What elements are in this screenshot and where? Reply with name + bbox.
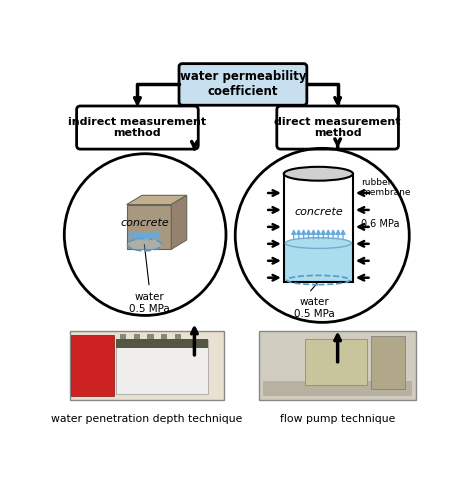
- FancyBboxPatch shape: [277, 106, 399, 149]
- Text: water penetration depth technique: water penetration depth technique: [51, 414, 242, 424]
- Polygon shape: [127, 205, 171, 249]
- Bar: [175, 334, 182, 339]
- Text: water
0.5 MPa: water 0.5 MPa: [128, 292, 169, 314]
- Ellipse shape: [284, 167, 353, 181]
- Bar: [259, 331, 416, 400]
- Text: flow pump technique: flow pump technique: [280, 414, 395, 424]
- Bar: [134, 334, 140, 339]
- Ellipse shape: [285, 238, 352, 249]
- Text: rubber
membrane: rubber membrane: [361, 178, 410, 197]
- Text: water
0.5 MPa: water 0.5 MPa: [294, 297, 335, 319]
- Text: concrete: concrete: [121, 218, 170, 228]
- Bar: [147, 334, 154, 339]
- Bar: [70, 331, 224, 400]
- Bar: [116, 340, 208, 394]
- Text: direct measurement
method: direct measurement method: [274, 117, 401, 138]
- Text: indirect measurement
method: indirect measurement method: [68, 117, 207, 138]
- FancyBboxPatch shape: [77, 106, 198, 149]
- Bar: [161, 334, 167, 339]
- Bar: [371, 336, 405, 388]
- Ellipse shape: [128, 239, 161, 251]
- Bar: [120, 334, 126, 339]
- Bar: [116, 339, 208, 348]
- Bar: [71, 335, 114, 396]
- FancyBboxPatch shape: [179, 64, 307, 105]
- Text: water permeability
coefficient: water permeability coefficient: [180, 70, 306, 98]
- Text: concrete: concrete: [294, 207, 343, 217]
- Bar: [284, 243, 353, 282]
- Text: 0.6 MPa: 0.6 MPa: [361, 219, 399, 229]
- Bar: [263, 381, 412, 396]
- Polygon shape: [171, 195, 187, 249]
- Bar: [305, 339, 367, 385]
- Polygon shape: [127, 195, 187, 205]
